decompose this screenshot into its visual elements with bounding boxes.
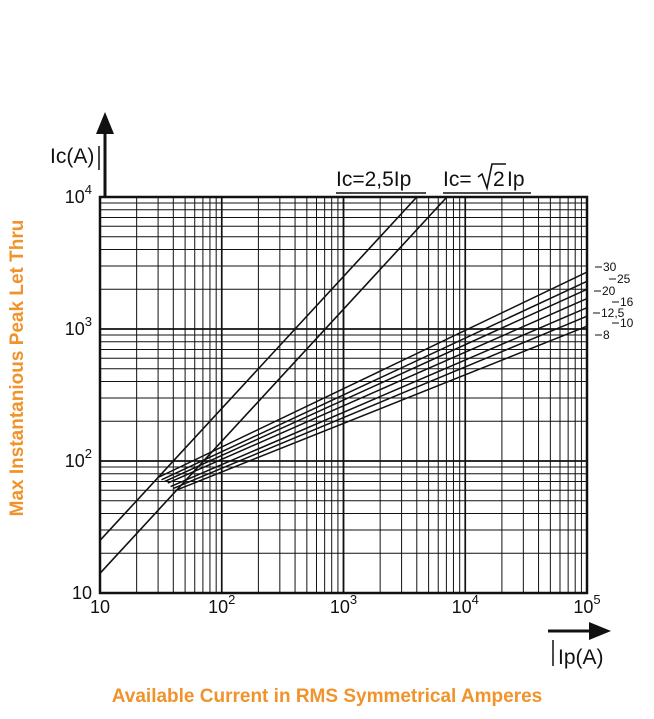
- series-line-12-5: [170, 307, 587, 488]
- series-label-8: 8: [603, 328, 610, 342]
- reference-lines: [99, 196, 448, 574]
- series-line-25: [161, 280, 587, 481]
- reference-label-sqrt2ip: Ic= 2 Ip: [443, 163, 531, 194]
- series-line-16: [167, 297, 587, 484]
- horizontal-axis-title: Available Current in RMS Symmetrical Amp…: [111, 686, 543, 707]
- vertical-axis-title: Max Instantanious Peak Let Thru: [7, 219, 28, 517]
- y-tick-label: 103: [65, 314, 92, 339]
- reference-label-sqrt2ip-suffix: Ip: [507, 168, 525, 191]
- y-tick-label: 102: [65, 446, 92, 471]
- series-line-8: [175, 325, 587, 491]
- x-axis-arrow-head: [589, 622, 611, 640]
- y-tick-labels: 10 102 103 104: [65, 182, 92, 603]
- y-tick-label: 104: [65, 182, 92, 207]
- x-tick-label: 10: [90, 597, 110, 617]
- y-axis-arrow-head: [96, 112, 114, 134]
- reference-line-2: [99, 196, 448, 574]
- series-label-12-5: 12,5: [601, 306, 625, 320]
- x-tick-label: 104: [452, 592, 479, 617]
- reference-line-1: [99, 196, 418, 542]
- x-tick-label: 103: [330, 592, 357, 617]
- series-label-25: 25: [617, 272, 631, 286]
- series-line-10: [173, 315, 587, 490]
- square-root-sign: [477, 163, 506, 191]
- y-tick-label: 10: [72, 583, 92, 603]
- series-label-16: 16: [620, 295, 634, 309]
- x-tick-label: 105: [573, 592, 600, 617]
- x-tick-label: 102: [208, 592, 235, 617]
- series-line-30: [157, 271, 587, 479]
- series-label-10: 10: [620, 316, 634, 330]
- y-axis-label: Ic(A): [50, 145, 94, 168]
- series-label-30: 30: [603, 260, 617, 274]
- grid: [99, 196, 588, 594]
- reference-label-2-5ip: Ic=2,5Ip: [336, 168, 411, 191]
- x-tick-labels: 10 102 103 104 105: [90, 592, 601, 617]
- x-axis-label: Ip(A): [558, 646, 604, 669]
- series-line-20: [164, 288, 587, 483]
- reference-label-sqrt2ip-radicand: 2: [493, 168, 505, 191]
- reference-label-sqrt2ip-prefix: Ic=: [443, 168, 472, 191]
- series-layer: [157, 271, 587, 491]
- series-label-20: 20: [602, 284, 616, 298]
- plot-frame: [98, 195, 589, 595]
